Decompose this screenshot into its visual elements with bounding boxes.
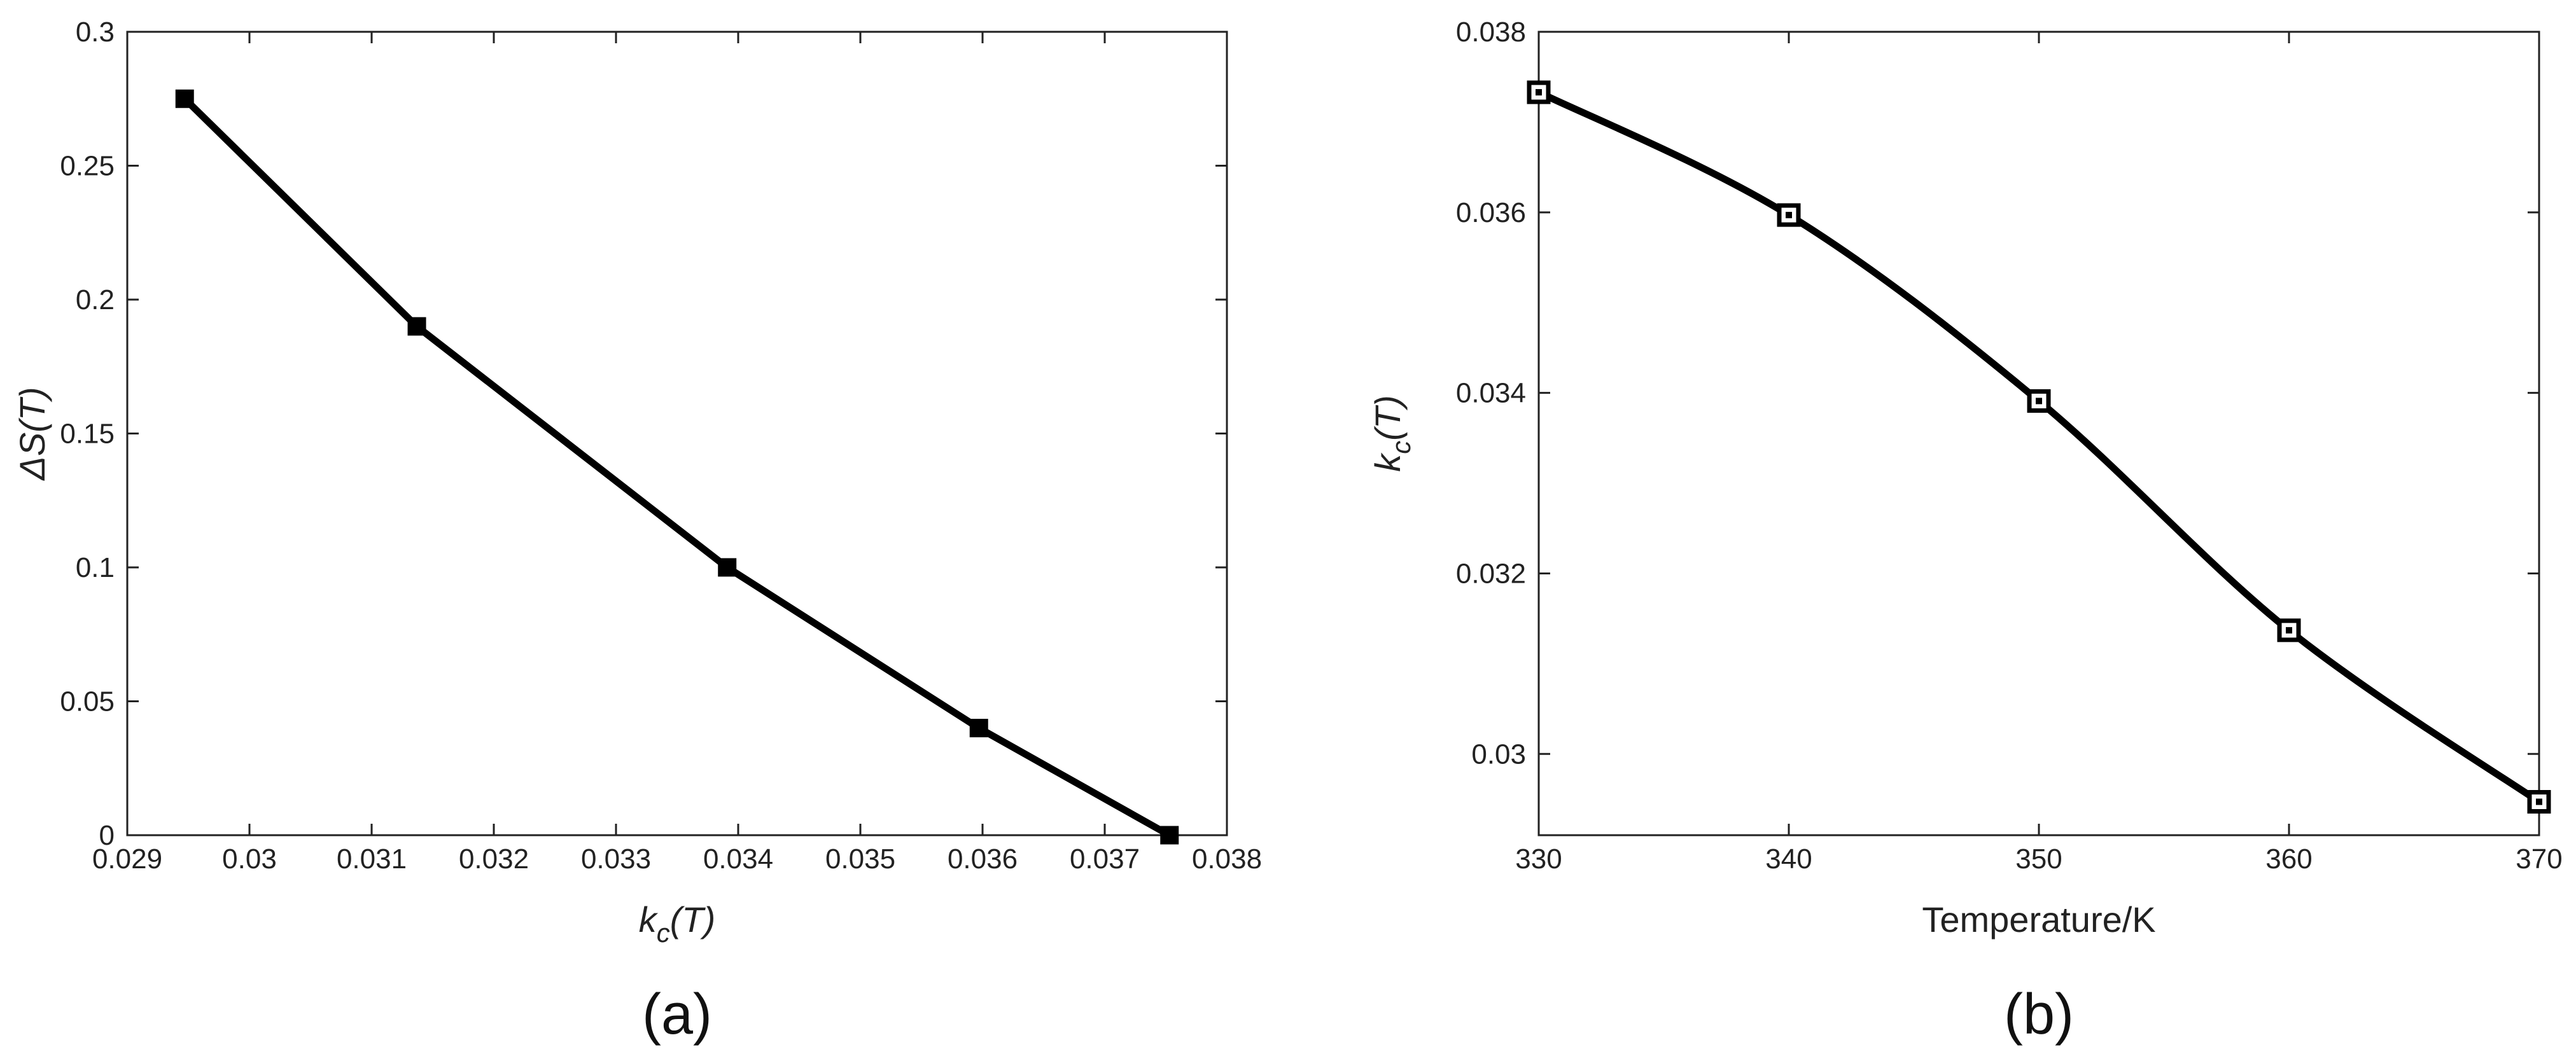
data-point-marker	[407, 317, 426, 336]
data-point-marker	[1777, 203, 1801, 227]
y-tick-label: 0.1	[76, 552, 115, 583]
x-tick-label: 360	[2265, 843, 2312, 875]
y-tick-label: 0.15	[60, 419, 115, 450]
panel-label: (b)	[2004, 983, 2074, 1046]
data-point-marker	[1160, 826, 1179, 845]
x-axis-label-rest: (T)	[670, 899, 716, 940]
y-tick-label: 0.25	[60, 151, 115, 182]
y-tick-label: 0.034	[1456, 378, 1526, 409]
series-line	[181, 95, 1173, 839]
data-point-marker	[969, 719, 988, 738]
x-tick-label: 0.03	[222, 843, 277, 875]
chart-panel-b: 330 340 350 360 370 0.03 0.032 0.034 0.036 0.038 T…	[1368, 17, 2563, 1046]
x-tick-label: 0.031	[337, 843, 407, 875]
data-point-marker-center	[1536, 89, 1542, 96]
data-point-marker	[175, 89, 194, 108]
x-tick-label: 340	[1765, 843, 1812, 875]
plot-frame	[1537, 31, 2540, 836]
data-point-marker-center	[2286, 627, 2292, 634]
data-point-marker	[2527, 789, 2551, 814]
data-point-marker-center	[2536, 798, 2542, 805]
y-tick-label: 0.05	[60, 686, 115, 718]
y-axis-label-base: k	[1368, 452, 1408, 472]
data-point-marker	[718, 558, 737, 577]
y-tick-label: 0.3	[76, 17, 115, 48]
x-tick-label: 370	[2516, 843, 2562, 875]
x-axis-label: Temperature/K	[1922, 899, 2155, 940]
y-axis-label: kc(T)	[1368, 395, 1416, 472]
y-tick-label: 0	[99, 820, 115, 851]
x-axis-label-sub: c	[657, 918, 670, 948]
x-tick-label: 0.032	[459, 843, 529, 875]
series-line	[1535, 88, 2543, 805]
y-axis-label: ΔS(T)	[12, 387, 52, 481]
chart-panel-a: 0.029 0.03 0.031 0.032 0.033 0.034 0.035 0.036 0…	[12, 17, 1262, 1046]
y-tick-label: 0.2	[76, 284, 115, 316]
y-axis-label-sub: c	[1386, 441, 1416, 454]
x-tick-label: 350	[2015, 843, 2062, 875]
y-tick-label: 0.032	[1456, 558, 1526, 589]
x-tick-label: 0.035	[825, 843, 895, 875]
y-tick-label: 0.038	[1456, 17, 1526, 48]
y-tick-label: 0.036	[1456, 197, 1526, 228]
x-tick-label: 0.033	[581, 843, 651, 875]
x-axis-label-base: k	[639, 899, 659, 940]
data-point-marker	[1527, 80, 1551, 104]
x-tick-label: 0.037	[1070, 843, 1140, 875]
panel-label: (a)	[642, 983, 712, 1046]
x-axis-label: kc(T)	[639, 899, 716, 948]
data-point-marker	[2027, 389, 2051, 413]
y-tick-label: 0.03	[1471, 739, 1526, 770]
data-point-marker-center	[2036, 398, 2042, 405]
y-axis-label-rest: (T)	[1368, 395, 1408, 441]
x-tick-label: 0.034	[703, 843, 773, 875]
x-tick-label: 0.038	[1192, 843, 1262, 875]
x-tick-label: 0.029	[92, 843, 162, 875]
x-tick-label: 330	[1515, 843, 1562, 875]
plot-frame	[126, 31, 1228, 836]
x-tick-label: 0.036	[948, 843, 1018, 875]
data-point-marker-center	[1786, 212, 1792, 219]
